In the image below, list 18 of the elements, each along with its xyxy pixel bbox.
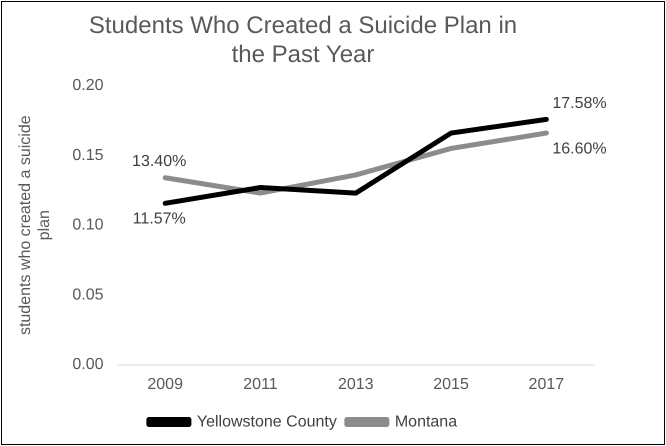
y-tick-label: 0.10 — [72, 216, 104, 234]
data-label: 17.58% — [552, 94, 607, 112]
legend-label: Yellowstone County — [196, 413, 337, 430]
y-tick-label: 0.20 — [72, 77, 104, 94]
x-tick-label: 2011 — [243, 376, 278, 393]
data-label: 13.40% — [132, 153, 186, 170]
data-label: 16.60% — [552, 140, 607, 158]
chart-title: Students Who Created a Suicide Plan in the Past Year — [88, 12, 518, 68]
x-tick-label: 2015 — [433, 376, 469, 393]
y-tick-label: 0.15 — [72, 146, 104, 164]
data-label: 11.57% — [132, 210, 186, 228]
x-tick-label: 2017 — [528, 376, 564, 393]
y-tick-label: 0.05 — [72, 286, 104, 304]
x-tick-label: 2009 — [147, 376, 184, 393]
y-axis-title: students who created a suicide plan — [17, 115, 54, 336]
legend-label: Montana — [394, 413, 458, 430]
y-tick-label: 0.00 — [72, 356, 104, 374]
x-tick-label: 2013 — [338, 376, 374, 393]
